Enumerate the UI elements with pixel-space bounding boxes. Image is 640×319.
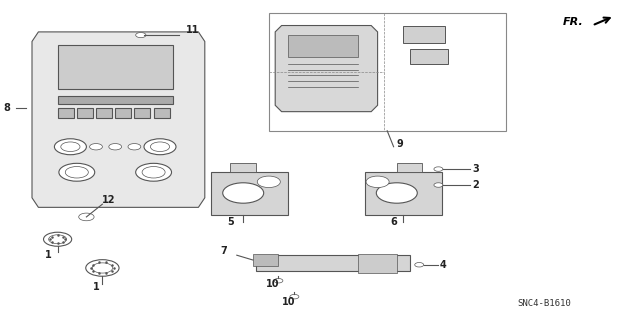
Circle shape (79, 213, 94, 221)
Circle shape (142, 167, 165, 178)
Bar (77, 108, 93, 118)
Text: 10: 10 (266, 279, 279, 289)
Bar (410, 49, 448, 64)
Circle shape (257, 176, 280, 188)
Text: 3: 3 (472, 164, 479, 174)
Circle shape (136, 33, 146, 38)
Text: FR.: FR. (563, 17, 584, 27)
Text: 2: 2 (472, 180, 479, 190)
Bar (253, 254, 278, 266)
Text: 1: 1 (93, 282, 100, 292)
Circle shape (366, 176, 389, 188)
Bar (269, 13, 506, 131)
Bar (58, 108, 74, 118)
Bar (154, 108, 170, 118)
Circle shape (274, 278, 283, 283)
Circle shape (144, 139, 176, 155)
Bar (358, 254, 397, 273)
Bar (256, 255, 410, 271)
Bar (403, 26, 445, 43)
Circle shape (150, 142, 170, 152)
Circle shape (434, 167, 443, 171)
Circle shape (59, 163, 95, 181)
Circle shape (128, 144, 141, 150)
Bar (58, 96, 173, 104)
Circle shape (415, 263, 424, 267)
Text: 5: 5 (227, 217, 234, 227)
Circle shape (136, 163, 172, 181)
Text: 10: 10 (282, 297, 295, 307)
Bar (211, 172, 288, 215)
Bar (365, 172, 442, 215)
Circle shape (109, 144, 122, 150)
Circle shape (61, 142, 80, 152)
Circle shape (223, 183, 264, 203)
Circle shape (54, 139, 86, 155)
Bar (397, 163, 422, 172)
Circle shape (434, 183, 443, 187)
Text: 1: 1 (45, 250, 52, 260)
Circle shape (86, 260, 119, 276)
Circle shape (92, 263, 113, 273)
Text: 4: 4 (440, 260, 447, 270)
Bar (288, 35, 358, 57)
Bar (96, 108, 112, 118)
Text: 12: 12 (102, 195, 116, 204)
Text: 7: 7 (221, 246, 228, 256)
Circle shape (90, 144, 102, 150)
Circle shape (290, 294, 299, 299)
Text: 9: 9 (397, 139, 404, 149)
Circle shape (44, 232, 72, 246)
Bar (115, 108, 131, 118)
Bar (134, 108, 150, 118)
Polygon shape (275, 26, 378, 112)
Bar (58, 45, 173, 89)
Polygon shape (32, 32, 205, 207)
Text: 6: 6 (390, 217, 397, 227)
Text: SNC4-B1610: SNC4-B1610 (517, 299, 571, 308)
Bar (230, 163, 256, 172)
Circle shape (49, 235, 67, 244)
Circle shape (65, 167, 88, 178)
Text: 11: 11 (186, 26, 199, 35)
Circle shape (376, 183, 417, 203)
Text: 8: 8 (3, 103, 10, 114)
